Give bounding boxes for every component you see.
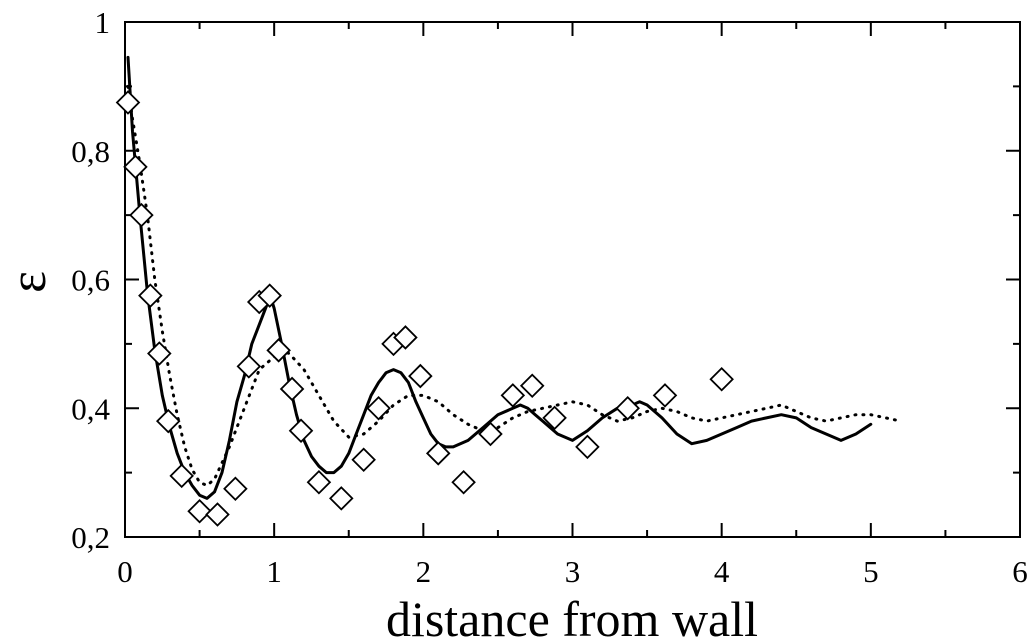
- x-tick-label: 0: [117, 554, 133, 589]
- data-point-diamond: [187, 498, 212, 524]
- data-point-diamond: [205, 502, 230, 527]
- series-layer: [115, 55, 903, 527]
- data-point-diamond: [478, 421, 503, 447]
- plot-frame: [124, 21, 1021, 538]
- y-tick-label: 0,8: [71, 134, 110, 169]
- data-point-diamond: [288, 418, 314, 444]
- x-tick-label: 4: [714, 554, 730, 589]
- data-point-diamond: [329, 486, 354, 511]
- x-tick-label: 2: [416, 554, 432, 589]
- x-tick-label: 1: [266, 554, 282, 589]
- axis-ticks: [124, 21, 1021, 538]
- data-point-diamond: [542, 405, 567, 431]
- data-point-diamond: [451, 470, 476, 495]
- x-tick-label: 3: [565, 554, 581, 589]
- data-point-diamond: [615, 395, 640, 421]
- data-point-diamond: [652, 383, 678, 408]
- y-tick-label: 1: [95, 5, 111, 40]
- data-point-diamond: [500, 383, 526, 408]
- data-point-diamond: [709, 367, 734, 392]
- solid-series-line: [126, 55, 873, 500]
- data-point-diamond: [366, 395, 391, 421]
- x-tick-label: 6: [1012, 554, 1028, 589]
- data-point-diamond: [115, 90, 141, 115]
- data-point-diamond: [266, 338, 291, 363]
- y-tick-label: 0,6: [71, 263, 110, 298]
- data-point-diamond: [279, 376, 305, 402]
- y-tick-label: 0,4: [71, 391, 110, 426]
- data-point-diamond: [257, 283, 282, 308]
- y-tick-label: 0,2: [71, 520, 110, 555]
- data-point-diamond: [155, 408, 181, 434]
- data-point-diamond: [408, 363, 433, 389]
- x-tick-label: 5: [863, 554, 879, 589]
- data-point-diamond: [169, 463, 194, 489]
- dotted-series-line: [126, 84, 903, 487]
- data-point-diamond: [306, 470, 332, 495]
- data-point-diamond: [519, 373, 545, 398]
- tick-labels: 0 1 2 3 4 5 6 0,2 0,4 0,6 0,8 1: [71, 5, 1028, 589]
- data-point-diamond: [123, 154, 148, 180]
- data-point-diamond: [223, 476, 248, 501]
- data-point-diamond: [575, 434, 600, 460]
- data-point-diamond: [351, 447, 376, 473]
- data-point-diamond: [236, 354, 262, 379]
- x-axis-title: distance from wall: [386, 591, 758, 644]
- diamond-markers: [115, 90, 734, 527]
- data-point-diamond: [138, 283, 163, 308]
- data-point-diamond: [147, 341, 172, 366]
- data-point-diamond: [425, 441, 451, 466]
- y-axis-title: ε: [0, 271, 57, 293]
- data-point-diamond: [129, 202, 154, 228]
- data-point-diamond: [393, 325, 418, 350]
